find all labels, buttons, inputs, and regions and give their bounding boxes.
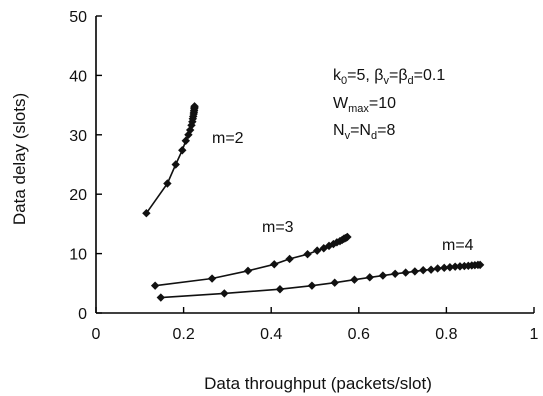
data-point-m2 <box>181 136 190 145</box>
y-tick-label: 10 <box>69 247 87 264</box>
annotation-line-1: k0=5, βv=βd=0.1 <box>333 67 445 87</box>
y-tick-label: 50 <box>69 9 87 26</box>
data-point-m4 <box>401 268 410 277</box>
series-line-m2 <box>145 106 196 214</box>
series-layer <box>142 102 485 302</box>
data-point-m4 <box>450 262 460 271</box>
x-tick-label: 0.8 <box>435 326 457 343</box>
series-m3 <box>150 232 352 290</box>
series-line-m3 <box>154 236 348 287</box>
x-tick-label: 0.4 <box>260 326 282 343</box>
data-point-m2 <box>171 160 180 169</box>
series-label-m3: m=3 <box>262 219 294 236</box>
y-tick-label: 40 <box>69 68 87 85</box>
data-point-m3 <box>207 274 217 283</box>
data-point-m4 <box>378 271 388 280</box>
data-point-m4 <box>156 293 166 302</box>
x-tick-label: 0.6 <box>348 326 370 343</box>
annotation-line-3: Nv=Nd=8 <box>333 122 395 142</box>
data-point-m3 <box>150 281 160 290</box>
data-point-m4 <box>365 273 374 282</box>
data-point-m4 <box>418 266 428 275</box>
y-tick-label: 20 <box>69 187 87 204</box>
data-point-m4 <box>330 278 339 287</box>
data-point-m4 <box>220 289 229 298</box>
parameter-annotation: k0=5, βv=βd=0.1 Wmax=10 Nv=Nd=8 <box>333 67 445 142</box>
data-point-m4 <box>307 281 317 290</box>
axes: 0 10 20 30 40 50 0 0.2 0.4 0.6 0.8 1 <box>69 9 538 343</box>
data-point-m3 <box>303 249 312 259</box>
data-point-m2 <box>163 179 172 188</box>
series-label-m2: m=2 <box>212 130 244 147</box>
data-point-m4 <box>350 275 359 284</box>
y-tick-label: 30 <box>69 128 87 145</box>
data-point-m3 <box>270 260 279 269</box>
data-point-m4 <box>440 263 449 273</box>
data-point-m2 <box>178 146 187 155</box>
x-tick-label: 0.2 <box>172 326 194 343</box>
data-point-m4 <box>390 269 400 278</box>
data-point-m4 <box>475 260 485 270</box>
data-point-m2 <box>190 102 199 111</box>
data-point-m4 <box>275 285 285 294</box>
data-point-m3 <box>312 246 322 255</box>
x-axis-label: Data throughput (packets/slot) <box>204 374 432 393</box>
y-axis-label: Data delay (slots) <box>10 93 29 225</box>
data-point-m4 <box>426 265 436 274</box>
y-tick-label: 0 <box>78 306 87 323</box>
data-point-m3 <box>243 266 253 276</box>
data-point-m3 <box>285 254 294 264</box>
annotation-line-2: Wmax=10 <box>333 95 396 115</box>
series-m4 <box>156 260 485 302</box>
data-point-m3 <box>343 232 352 242</box>
x-tick-label: 0 <box>92 326 101 343</box>
data-point-m4 <box>410 267 420 276</box>
data-point-m2 <box>142 209 151 218</box>
series-label-m4: m=4 <box>442 237 474 254</box>
x-tick-label: 1 <box>530 326 539 343</box>
data-point-m4 <box>433 264 442 273</box>
data-point-m4 <box>445 263 455 272</box>
series-m2 <box>142 102 199 218</box>
